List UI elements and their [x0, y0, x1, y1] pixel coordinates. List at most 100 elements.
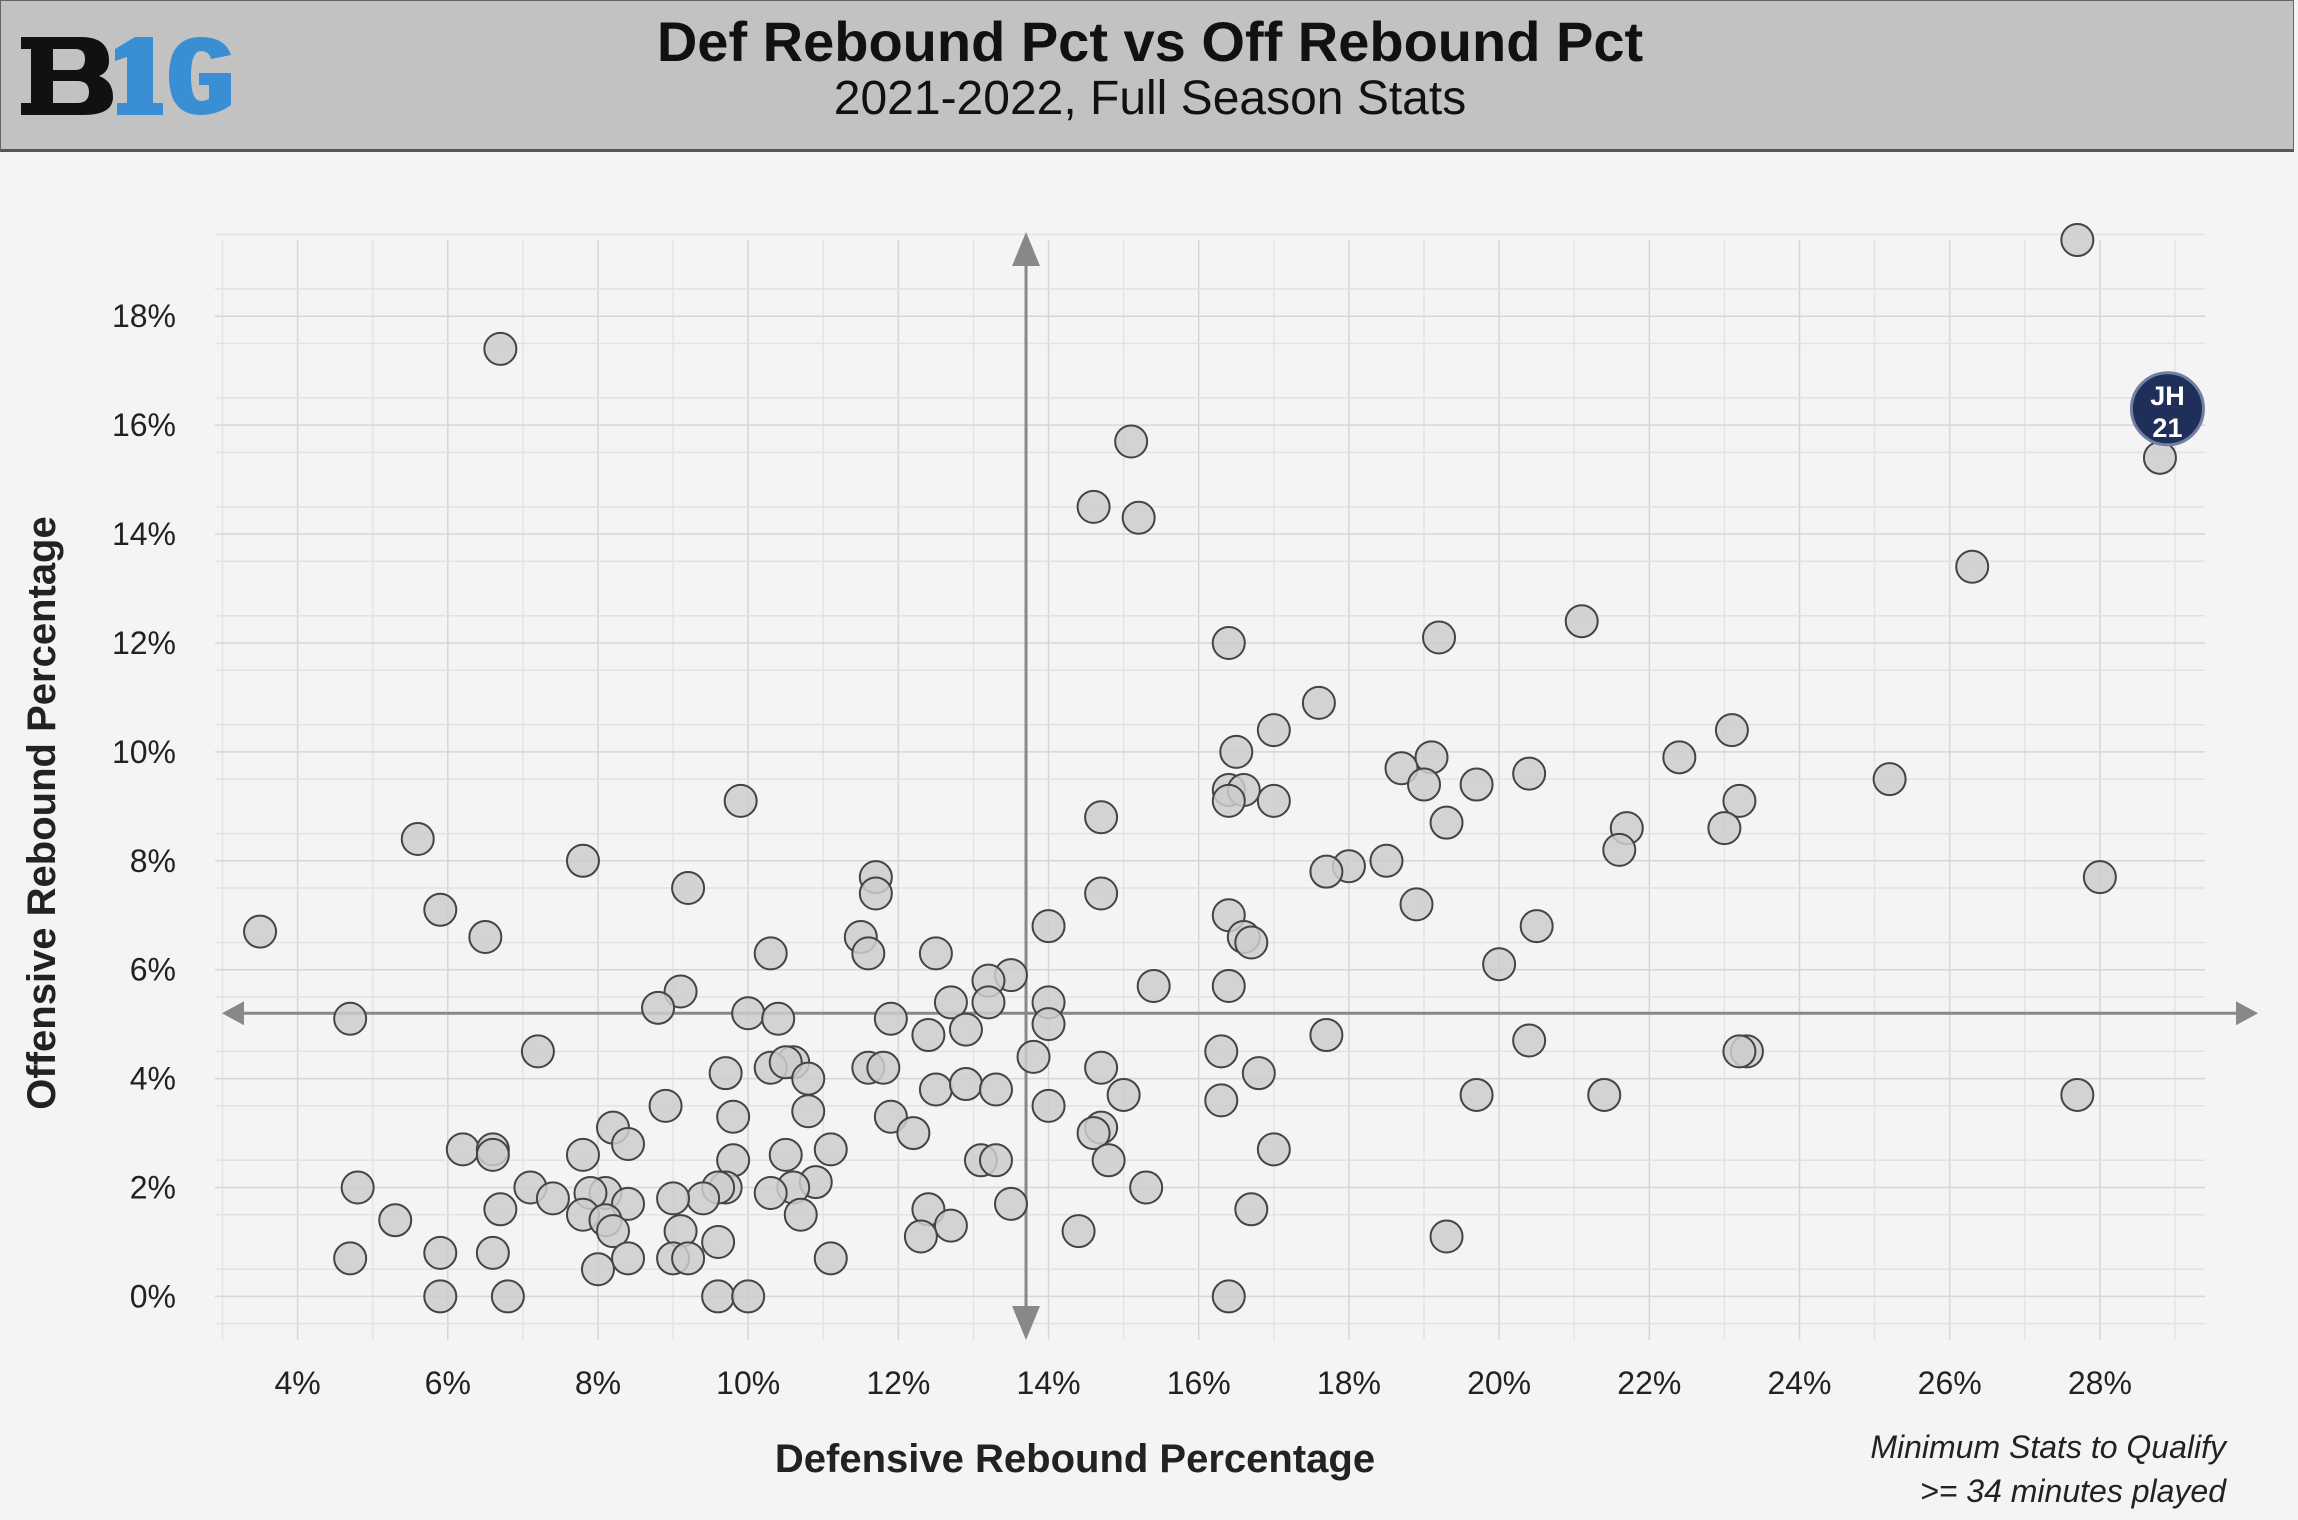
x-tick-label: 6%	[425, 1365, 471, 1401]
y-tick-label: 18%	[112, 298, 176, 334]
data-point	[903, 1219, 938, 1254]
data-point	[1106, 1077, 1141, 1112]
data-point	[723, 783, 758, 818]
data-point	[483, 331, 518, 366]
data-point	[1084, 800, 1119, 835]
data-point	[1422, 620, 1457, 655]
data-point	[994, 1186, 1028, 1221]
data-point	[1091, 1143, 1126, 1178]
data-point	[1662, 740, 1697, 775]
data-point	[1256, 713, 1291, 748]
data-point	[1309, 854, 1344, 889]
x-axis-label: Defensive Rebound Percentage	[775, 1437, 1375, 1481]
y-axis-label: Offensive Rebound Percentage	[20, 516, 64, 1109]
data-point	[1872, 762, 1907, 797]
arrow-up-icon	[1012, 232, 1041, 266]
data-point	[423, 1235, 458, 1270]
data-point	[1602, 832, 1637, 867]
y-tick-label: 4%	[130, 1061, 176, 1097]
data-point	[783, 1197, 818, 1232]
data-point	[1429, 1219, 1464, 1254]
data-point	[1309, 1018, 1344, 1053]
y-tick-label: 14%	[112, 516, 176, 552]
logo-number-1	[115, 37, 163, 115]
data-point	[1084, 1050, 1119, 1085]
data-point	[1512, 756, 1547, 791]
qualify-note-line1: Minimum Stats to Qualify	[1870, 1429, 2228, 1465]
data-point	[333, 1241, 368, 1276]
data-point	[1016, 1039, 1051, 1074]
x-tick-label: 28%	[2068, 1365, 2132, 1401]
data-point	[2060, 223, 2095, 257]
data-point	[580, 1252, 615, 1287]
x-tick-label: 20%	[1467, 1365, 1531, 1401]
data-point	[1564, 604, 1599, 639]
data-point	[1211, 969, 1246, 1004]
chart-subtitle: 2021-2022, Full Season Stats	[833, 72, 1467, 125]
data-point	[813, 1241, 848, 1276]
data-point	[918, 1072, 953, 1107]
data-point	[918, 936, 953, 971]
data-point	[671, 871, 706, 906]
data-point	[948, 1067, 983, 1102]
data-point	[858, 876, 893, 911]
data-point	[378, 1203, 413, 1238]
data-point	[933, 985, 968, 1020]
chart-header: Def Rebound Pct vs Off Rebound Pct 2021-…	[0, 0, 2294, 152]
data-point	[1714, 713, 1749, 748]
data-point	[1204, 1034, 1239, 1069]
data-point	[490, 1279, 525, 1314]
data-point	[1114, 424, 1149, 459]
data-point	[1084, 876, 1119, 911]
data-point	[520, 1034, 555, 1069]
data-point	[475, 1137, 510, 1172]
data-point	[1512, 1023, 1547, 1058]
data-point	[648, 1088, 683, 1123]
data-point	[641, 990, 676, 1025]
logo-letter-b	[21, 37, 113, 115]
data-point	[333, 1001, 368, 1036]
data-point	[701, 1279, 736, 1314]
x-tick-label: 26%	[1918, 1365, 1982, 1401]
data-point	[1722, 1034, 1757, 1069]
data-point	[1129, 1170, 1164, 1205]
data-point	[933, 1208, 968, 1243]
data-point	[483, 1192, 518, 1227]
data-point	[731, 1279, 766, 1314]
x-tick-label: 10%	[716, 1365, 780, 1401]
y-axis-ticks: 0% 2% 4% 6% 8% 10% 12% 14% 16% 18%	[112, 298, 176, 1314]
x-tick-label: 24%	[1767, 1365, 1831, 1401]
data-point	[873, 1001, 908, 1036]
data-point	[596, 1214, 630, 1249]
data-point	[1256, 783, 1291, 818]
data-point	[753, 1175, 788, 1210]
x-tick-label: 12%	[866, 1365, 930, 1401]
data-point	[468, 920, 503, 955]
y-tick-label: 10%	[112, 734, 176, 770]
data-point	[445, 1132, 480, 1167]
x-axis-ticks: 4% 6% 8% 10% 12% 14% 16% 18% 20% 22% 24% 26% 28%	[274, 1365, 2131, 1401]
data-point	[1219, 734, 1254, 769]
data-point	[1136, 969, 1171, 1004]
y-tick-label: 16%	[112, 407, 176, 443]
y-tick-label: 0%	[130, 1278, 176, 1314]
arrow-left-icon	[222, 1001, 244, 1026]
data-point	[611, 1241, 646, 1276]
highlight-label-line1: JH	[2150, 381, 2185, 411]
x-tick-label: 8%	[575, 1365, 621, 1401]
data-point	[1399, 887, 1434, 922]
data-point	[851, 936, 886, 971]
data-point	[423, 1279, 458, 1314]
data-point	[1241, 1056, 1276, 1091]
data-point	[1211, 1279, 1246, 1314]
y-tick-label: 8%	[130, 843, 176, 879]
data-point	[1076, 1116, 1111, 1151]
data-point	[1204, 1083, 1239, 1118]
data-point	[340, 1170, 375, 1205]
data-point	[1459, 1077, 1494, 1112]
x-tick-label: 16%	[1167, 1365, 1231, 1401]
data-point	[2060, 1077, 2095, 1112]
